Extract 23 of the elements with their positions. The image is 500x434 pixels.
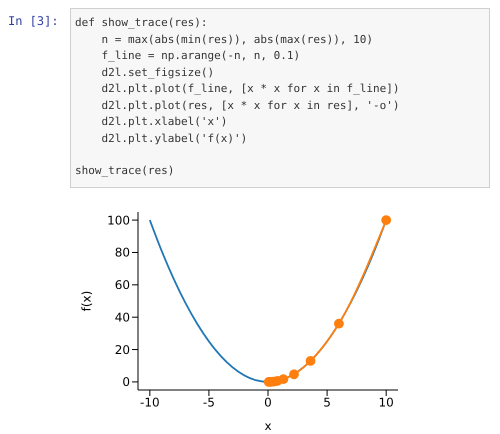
y-tick-label: 80 [114,246,130,260]
text: n = max(abs(min(res)), abs(max(res)), 10) [100,32,374,48]
text: d2l.set_figsize() [100,64,216,81]
x-tick-label: 5 [323,396,331,410]
x-tick-label: 0 [264,396,272,410]
text: def show_trace(res): [75,15,208,31]
text: d2l.plt.plot(res, [x * x for x in res], '-o') [100,98,401,114]
text: d2l.plt.xlabel('x') [100,114,228,130]
y-tick-label: 100 [107,213,130,228]
x-tick-label: -10 [140,396,160,410]
y-tick-label: 40 [114,310,130,324]
y-axis-title: f(x) [79,290,94,312]
y-tick-label: 20 [114,342,130,357]
text: d2l.plt.plot(f_line, [x * x for x in f_line]) [100,81,401,97]
y-tick-label: 0 [122,375,130,390]
x-axis-title: x [264,419,272,433]
x-tick-label: 10 [378,396,394,410]
text: d2l.plt.ylabel('f(x)') [100,130,248,146]
x-tick-label: -5 [202,396,215,410]
y-tick-label: 60 [114,278,130,292]
text: show_trace(res) [75,163,176,179]
text: In [3]: [8,14,59,28]
text: f_line = np.arange(-n, n, 0.1) [100,48,302,64]
